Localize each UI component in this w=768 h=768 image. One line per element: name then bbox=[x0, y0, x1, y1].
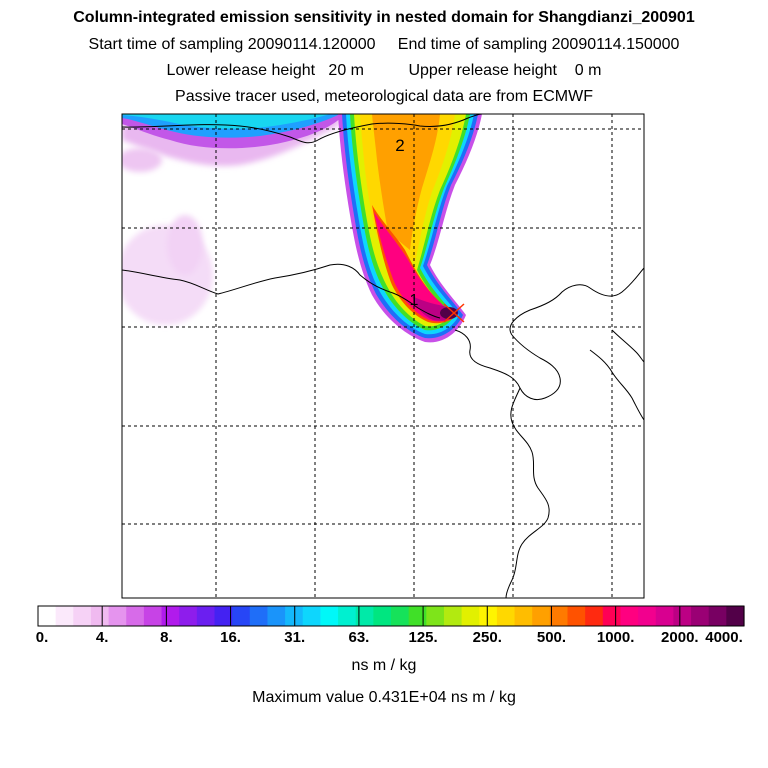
coastlines bbox=[122, 114, 644, 598]
colorbar-swatch bbox=[549, 606, 569, 626]
release-point-marker bbox=[443, 303, 465, 323]
colorbar-swatch bbox=[691, 606, 710, 626]
colorbar-tick-label: 8. bbox=[160, 629, 173, 646]
sensitivity-plume bbox=[338, 114, 482, 343]
release-height-line: Lower release height 20 m Upper release … bbox=[166, 62, 602, 79]
colorbar-swatch bbox=[673, 606, 692, 626]
colorbar-swatch bbox=[338, 606, 357, 626]
colorbar-swatch bbox=[320, 606, 339, 626]
colorbar-swatch bbox=[602, 606, 622, 626]
colorbar-swatch bbox=[38, 606, 57, 626]
colorbar-swatch bbox=[585, 606, 604, 626]
colorbar-swatch bbox=[55, 606, 74, 626]
colorbar-swatch bbox=[443, 606, 463, 626]
lat-lon-grid bbox=[122, 114, 644, 598]
colorbar-tick-label: 0. bbox=[35, 629, 49, 646]
colorbar-swatch bbox=[302, 606, 321, 626]
map-frame bbox=[121, 113, 645, 599]
colorbar-tick-label: 31. bbox=[284, 629, 306, 646]
colorbar-tick-label: 125. bbox=[408, 629, 438, 646]
colorbar-tick-label: 4000. bbox=[705, 629, 743, 646]
colorbar-swatch bbox=[426, 606, 445, 626]
colorbar-swatch bbox=[514, 606, 533, 626]
colorbar-swatch bbox=[126, 606, 145, 626]
colorbar-swatch bbox=[461, 606, 480, 626]
colorbar-swatch bbox=[108, 606, 127, 626]
release-point-label: 1 bbox=[410, 292, 419, 309]
colorbar-swatch bbox=[408, 606, 427, 626]
colorbar-swatch bbox=[638, 606, 657, 626]
colorbar-swatch bbox=[285, 606, 304, 626]
colorbar-swatch bbox=[479, 606, 498, 626]
colorbar-unit: ns m / kg bbox=[351, 657, 417, 674]
colorbar-swatch bbox=[655, 606, 674, 626]
colorbar-swatch bbox=[355, 606, 374, 626]
colorbar-swatch bbox=[232, 606, 251, 626]
colorbar-tick-label: 4. bbox=[95, 629, 109, 646]
colorbar-swatch bbox=[726, 606, 745, 626]
colorbar-tick-label: 1000. bbox=[596, 629, 635, 646]
maximum-value-label: Maximum value 0.431E+04 ns m / kg bbox=[252, 689, 516, 706]
colorbar-swatch bbox=[161, 606, 180, 626]
low-sensitivity-field bbox=[122, 114, 345, 325]
colorbar-tick-label: 16. bbox=[220, 629, 241, 646]
colorbar-tick-label: 250. bbox=[472, 629, 502, 646]
colorbar-swatch bbox=[267, 606, 286, 626]
tracer-info-line: Passive tracer used, meteorological data… bbox=[175, 88, 593, 105]
colorbar-tick-label: 63. bbox=[348, 629, 370, 646]
colorbar-swatch bbox=[567, 606, 586, 626]
colorbar bbox=[37, 605, 745, 627]
colorbar-swatch bbox=[391, 606, 410, 626]
colorbar-swatch bbox=[708, 606, 727, 626]
colorbar-swatch bbox=[90, 606, 110, 626]
colorbar-swatch bbox=[143, 606, 163, 626]
colorbar-swatch bbox=[249, 606, 269, 626]
colorbar-swatch bbox=[532, 606, 551, 626]
colorbar-swatch bbox=[196, 606, 216, 626]
colorbar-swatch bbox=[620, 606, 639, 626]
colorbar-swatch bbox=[373, 606, 392, 626]
colorbar-swatch bbox=[214, 606, 233, 626]
sampling-time-line: Start time of sampling 20090114.120000 E… bbox=[88, 36, 680, 53]
colorbar-swatch bbox=[496, 606, 516, 626]
colorbar-swatch bbox=[179, 606, 198, 626]
secondary-point-label: 2 bbox=[395, 136, 404, 155]
colorbar-swatch bbox=[73, 606, 92, 626]
colorbar-tick-label: 500. bbox=[536, 629, 567, 646]
colorbar-tick-label: 2000. bbox=[661, 629, 699, 646]
plot-title: Column-integrated emission sensitivity i… bbox=[73, 9, 695, 26]
